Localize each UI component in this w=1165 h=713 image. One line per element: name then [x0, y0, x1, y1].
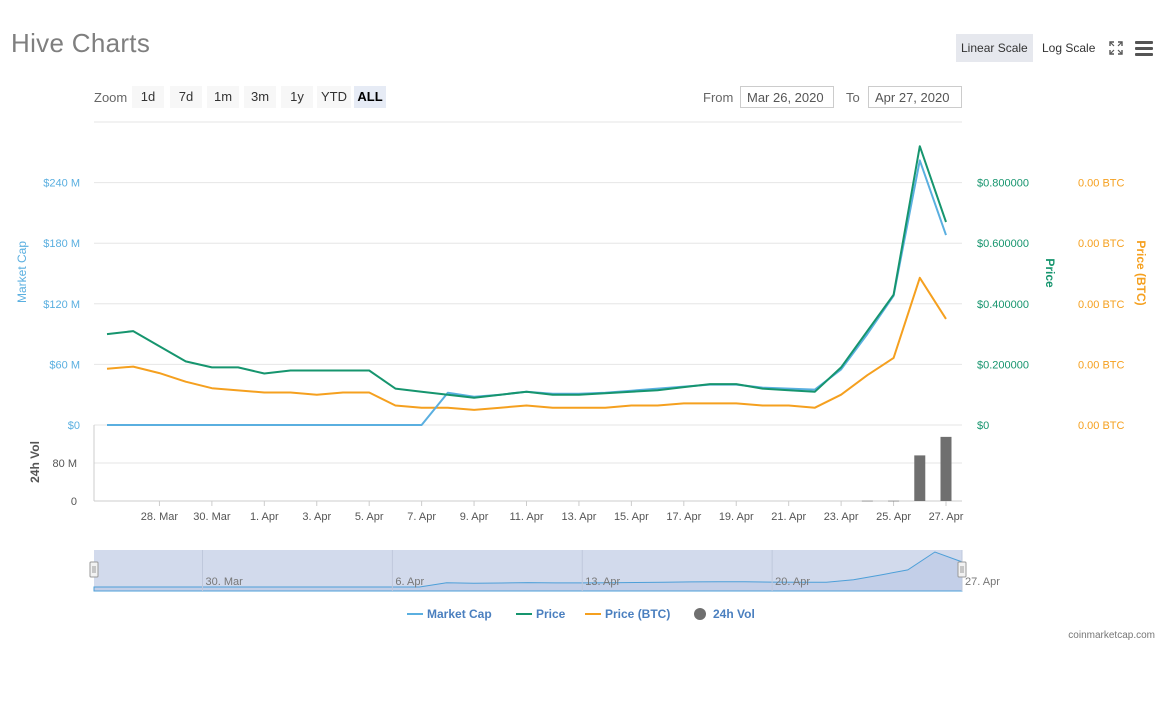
x-tick-label: 28. Mar	[141, 511, 179, 523]
price-tick-label: $0	[977, 420, 989, 432]
volume-bar	[940, 436, 952, 501]
price-btc-tick-label: 0.00 BTC	[1078, 359, 1125, 371]
from-date-input[interactable]: Mar 26, 2020	[740, 86, 834, 108]
navigator-right-handle[interactable]	[957, 561, 967, 578]
price-btc-tick-label: 0.00 BTC	[1078, 299, 1125, 311]
legend-item-24h-vol[interactable]: 24h Vol	[713, 607, 755, 621]
x-tick-label: 1. Apr	[250, 511, 279, 523]
price-btc-tick-label: 0.00 BTC	[1078, 178, 1125, 190]
legend-item-price[interactable]: Price	[536, 607, 566, 621]
zoom-label: Zoom	[94, 90, 128, 105]
zoom-button-all[interactable]: ALL	[354, 86, 386, 108]
x-tick-label: 11. Apr	[509, 511, 543, 523]
navigator-series	[93, 551, 963, 592]
x-tick-label: 21. Apr	[771, 511, 806, 523]
linear-scale-button[interactable]: Linear Scale	[956, 34, 1033, 62]
page-title: Hive Charts	[11, 28, 151, 58]
zoom-button-1m[interactable]: 1m	[207, 86, 239, 108]
x-tick-label: 17. Apr	[666, 511, 701, 523]
navigator-tick-label: 20. Apr	[775, 576, 810, 588]
volume-axis-title: 24h Vol	[28, 441, 42, 483]
navigator-tick-label: 6. Apr	[395, 576, 424, 588]
x-tick-label: 27. Apr	[929, 511, 964, 523]
credit-link[interactable]: coinmarketcap.com	[1068, 630, 1155, 641]
market-cap-tick-label: $180 M	[43, 238, 80, 250]
volume-tick-label: 80 M	[53, 458, 77, 470]
navigator-tick-label: 13. Apr	[585, 576, 620, 588]
market-cap-axis-title: Market Cap	[15, 241, 29, 303]
zoom-button-1d[interactable]: 1d	[132, 86, 164, 108]
zoom-button-ytd[interactable]: YTD	[317, 86, 351, 108]
x-tick-label: 5. Apr	[355, 511, 384, 523]
log-scale-button[interactable]: Log Scale	[1042, 41, 1096, 55]
to-label: To	[846, 90, 860, 105]
navigator-tick-label: 27. Apr	[965, 576, 1000, 588]
zoom-button-1y[interactable]: 1y	[281, 86, 313, 108]
x-tick-label: 19. Apr	[719, 511, 754, 523]
volume-bar	[861, 500, 873, 502]
price-tick-label: $0.200000	[977, 359, 1029, 371]
price-axis-title: Price	[1043, 258, 1057, 288]
legend-item-price-btc-[interactable]: Price (BTC)	[605, 607, 670, 621]
legend-symbol	[694, 608, 706, 620]
price-tick-label: $0.600000	[977, 238, 1029, 250]
price-btc-axis-title: Price (BTC)	[1134, 240, 1148, 305]
price-btc-tick-label: 0.00 BTC	[1078, 420, 1125, 432]
zoom-button-3m[interactable]: 3m	[244, 86, 276, 108]
zoom-button-7d[interactable]: 7d	[170, 86, 202, 108]
legend-item-market-cap[interactable]: Market Cap	[427, 607, 492, 621]
volume-bar	[914, 455, 926, 501]
price-btc-tick-label: 0.00 BTC	[1078, 238, 1125, 250]
volume-bar	[888, 500, 900, 502]
market-cap-tick-label: $240 M	[43, 178, 80, 190]
navigator-left-handle[interactable]	[89, 561, 99, 578]
x-tick-label: 7. Apr	[407, 511, 436, 523]
chart-canvas: $0 $60 M $120 M $180 M $240 M $0 $0.200000 $0.4…	[15, 121, 1148, 621]
series-line-price-btc	[106, 276, 947, 411]
x-tick-label: 13. Apr	[562, 511, 597, 523]
navigator-tick-label: 30. Mar	[206, 576, 244, 588]
series-line-market-cap	[107, 159, 947, 426]
x-tick-label: 25. Apr	[876, 511, 911, 523]
volume-tick-label: 0	[71, 496, 77, 508]
market-cap-tick-label: $120 M	[43, 299, 80, 311]
price-tick-label: $0.800000	[977, 178, 1029, 190]
x-tick-label: 3. Apr	[302, 511, 331, 523]
market-cap-tick-label: $0	[68, 420, 80, 432]
x-tick-label: 30. Mar	[193, 511, 231, 523]
from-label: From	[703, 90, 734, 105]
x-tick-label: 15. Apr	[614, 511, 649, 523]
series-line-price	[106, 145, 947, 399]
hamburger-menu-icon[interactable]	[1134, 40, 1154, 56]
fullscreen-icon[interactable]	[1108, 40, 1124, 56]
market-cap-tick-label: $60 M	[49, 359, 80, 371]
price-tick-label: $0.400000	[977, 299, 1029, 311]
x-tick-label: 9. Apr	[460, 511, 489, 523]
x-tick-label: 23. Apr	[824, 511, 859, 523]
to-date-input[interactable]: Apr 27, 2020	[868, 86, 962, 108]
